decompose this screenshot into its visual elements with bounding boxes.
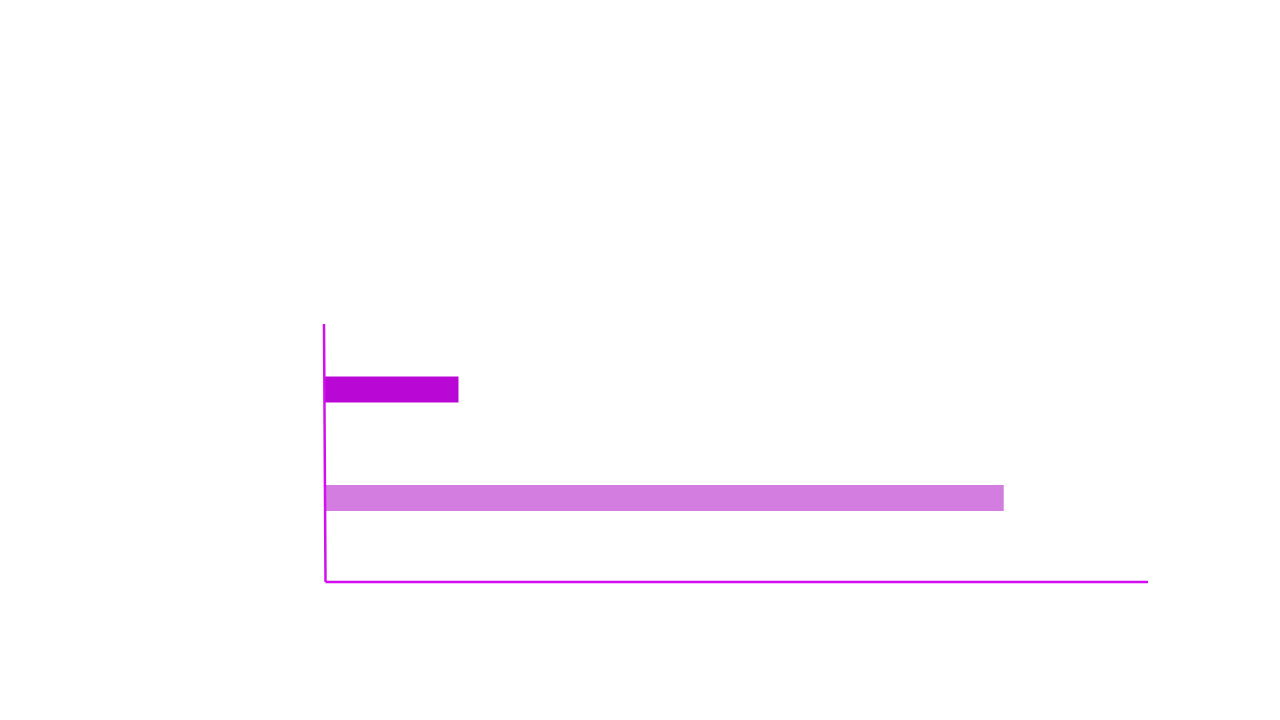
bar-1 <box>324 376 459 403</box>
bars-group <box>324 376 1004 511</box>
bar-2 <box>324 485 1004 511</box>
y-axis-line <box>322 323 327 583</box>
